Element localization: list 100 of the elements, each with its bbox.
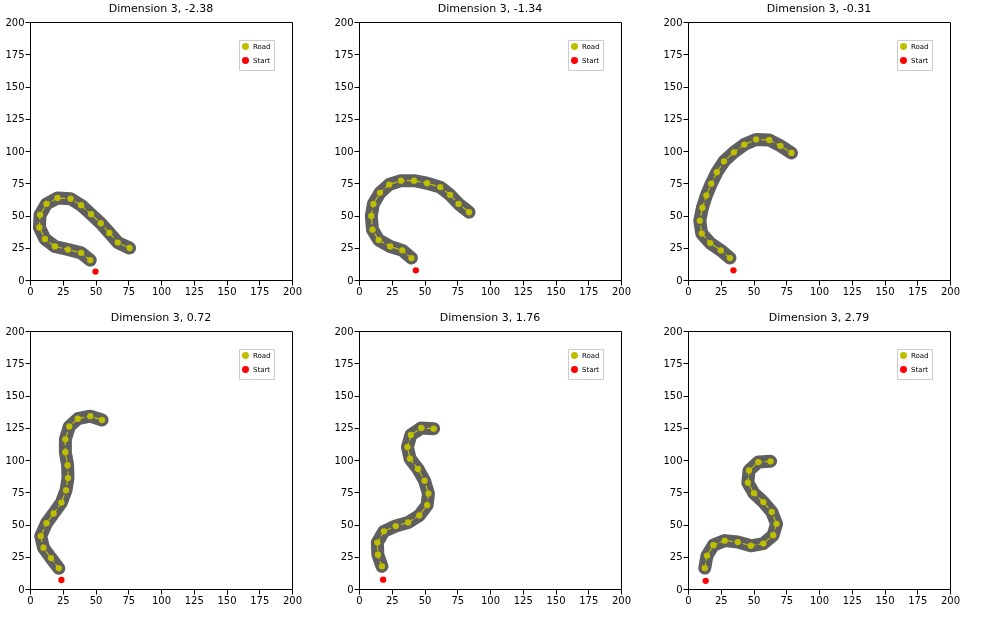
y-tick-label: 175 — [334, 48, 354, 60]
point — [43, 200, 50, 208]
y-tick-label: 100 — [663, 454, 683, 466]
x-tick-label: 0 — [685, 594, 692, 606]
point — [710, 541, 717, 549]
y-tick-label: 25 — [340, 242, 354, 254]
y-tick-label: 75 — [11, 177, 25, 189]
point — [385, 181, 393, 188]
y-tick-label: 175 — [5, 357, 25, 369]
chart-title: Dimension 3, -1.34 — [437, 2, 543, 15]
point — [404, 519, 412, 526]
point — [766, 136, 773, 144]
point — [777, 142, 784, 149]
y-tick-label: 100 — [334, 454, 354, 466]
y-tick-label: 25 — [669, 242, 683, 254]
x-tick-label: 0 — [356, 285, 363, 297]
y-tick-label: 0 — [676, 583, 683, 595]
x-tick-label: 175 — [908, 285, 928, 297]
x-tick-label: 150 — [217, 285, 237, 297]
point — [760, 498, 767, 506]
point — [77, 249, 85, 257]
point — [721, 537, 728, 544]
y-tick-label: 100 — [334, 145, 354, 157]
x-tick-label: 125 — [184, 285, 204, 297]
x-tick-label: 75 — [780, 285, 794, 297]
x-tick-label: 150 — [875, 285, 895, 297]
point — [51, 243, 59, 250]
x-tick-label: 75 — [451, 594, 465, 606]
point — [62, 449, 69, 456]
point — [425, 490, 432, 497]
y-tick-label: 200 — [334, 325, 354, 337]
y-tick-label: 75 — [669, 177, 683, 189]
point — [717, 247, 724, 254]
x-tick-label: 50 — [418, 285, 432, 297]
point — [769, 532, 777, 539]
x-tick-label: 50 — [89, 285, 103, 297]
point — [66, 423, 73, 430]
x-tick-label: 100 — [809, 594, 830, 606]
x-tick-label: 25 — [714, 285, 728, 297]
x-tick-label: 0 — [27, 285, 34, 297]
y-tick-label: 125 — [5, 422, 25, 434]
point — [437, 183, 444, 191]
point — [416, 512, 423, 519]
point — [375, 236, 382, 244]
point — [698, 230, 705, 237]
y-tick-label: 25 — [11, 242, 25, 254]
point — [87, 256, 94, 264]
point — [92, 268, 99, 275]
x-tick-label: 125 — [842, 594, 862, 606]
point — [407, 431, 415, 439]
point — [370, 200, 377, 208]
point — [374, 539, 381, 546]
point — [720, 158, 728, 165]
point — [430, 425, 437, 432]
point — [752, 136, 760, 143]
x-tick-label: 150 — [217, 594, 237, 606]
x-tick-label: 200 — [940, 285, 961, 297]
x-tick-label: 100 — [480, 594, 501, 606]
point — [465, 208, 473, 216]
y-tick-label: 175 — [334, 357, 354, 369]
x-tick-label: 25 — [385, 285, 399, 297]
y-tick-label: 150 — [5, 390, 25, 401]
x-tick-label: 200 — [940, 594, 961, 606]
x-tick-label: 25 — [385, 594, 399, 606]
x-tick-label: 50 — [747, 594, 761, 606]
y-tick-label: 125 — [334, 113, 354, 125]
point — [730, 149, 738, 156]
point — [40, 544, 47, 551]
x-tick-label: 25 — [56, 594, 70, 606]
y-tick-label: 50 — [669, 519, 683, 530]
x-tick-label: 150 — [875, 594, 895, 606]
point — [87, 412, 94, 420]
y-tick-label: 75 — [11, 486, 25, 498]
point — [767, 458, 774, 465]
x-tick-label: 75 — [122, 285, 136, 297]
y-tick-label: 75 — [340, 177, 354, 189]
y-tick-label: 100 — [663, 145, 683, 157]
point — [62, 436, 69, 443]
y-tick-label: 0 — [18, 274, 25, 286]
point — [455, 200, 462, 208]
x-tick-label: 200 — [611, 285, 632, 297]
point — [41, 235, 49, 243]
chart-title: Dimension 3, 2.79 — [768, 311, 870, 324]
point — [418, 424, 425, 432]
point — [77, 202, 85, 209]
y-tick-label: 50 — [340, 519, 354, 530]
point — [64, 462, 71, 469]
x-tick-label: 75 — [122, 594, 136, 606]
x-tick-label: 175 — [250, 594, 270, 606]
point — [97, 220, 104, 227]
point — [67, 195, 74, 202]
y-tick-label: 200 — [663, 16, 683, 28]
x-tick-label: 0 — [356, 594, 363, 606]
point — [734, 538, 741, 546]
x-tick-label: 0 — [685, 285, 692, 297]
point — [126, 244, 133, 252]
chart-title: Dimension 3, -2.38 — [108, 2, 214, 15]
y-tick-label: 75 — [669, 486, 683, 498]
y-tick-label: 50 — [340, 210, 354, 221]
x-tick-label: 200 — [282, 594, 303, 606]
